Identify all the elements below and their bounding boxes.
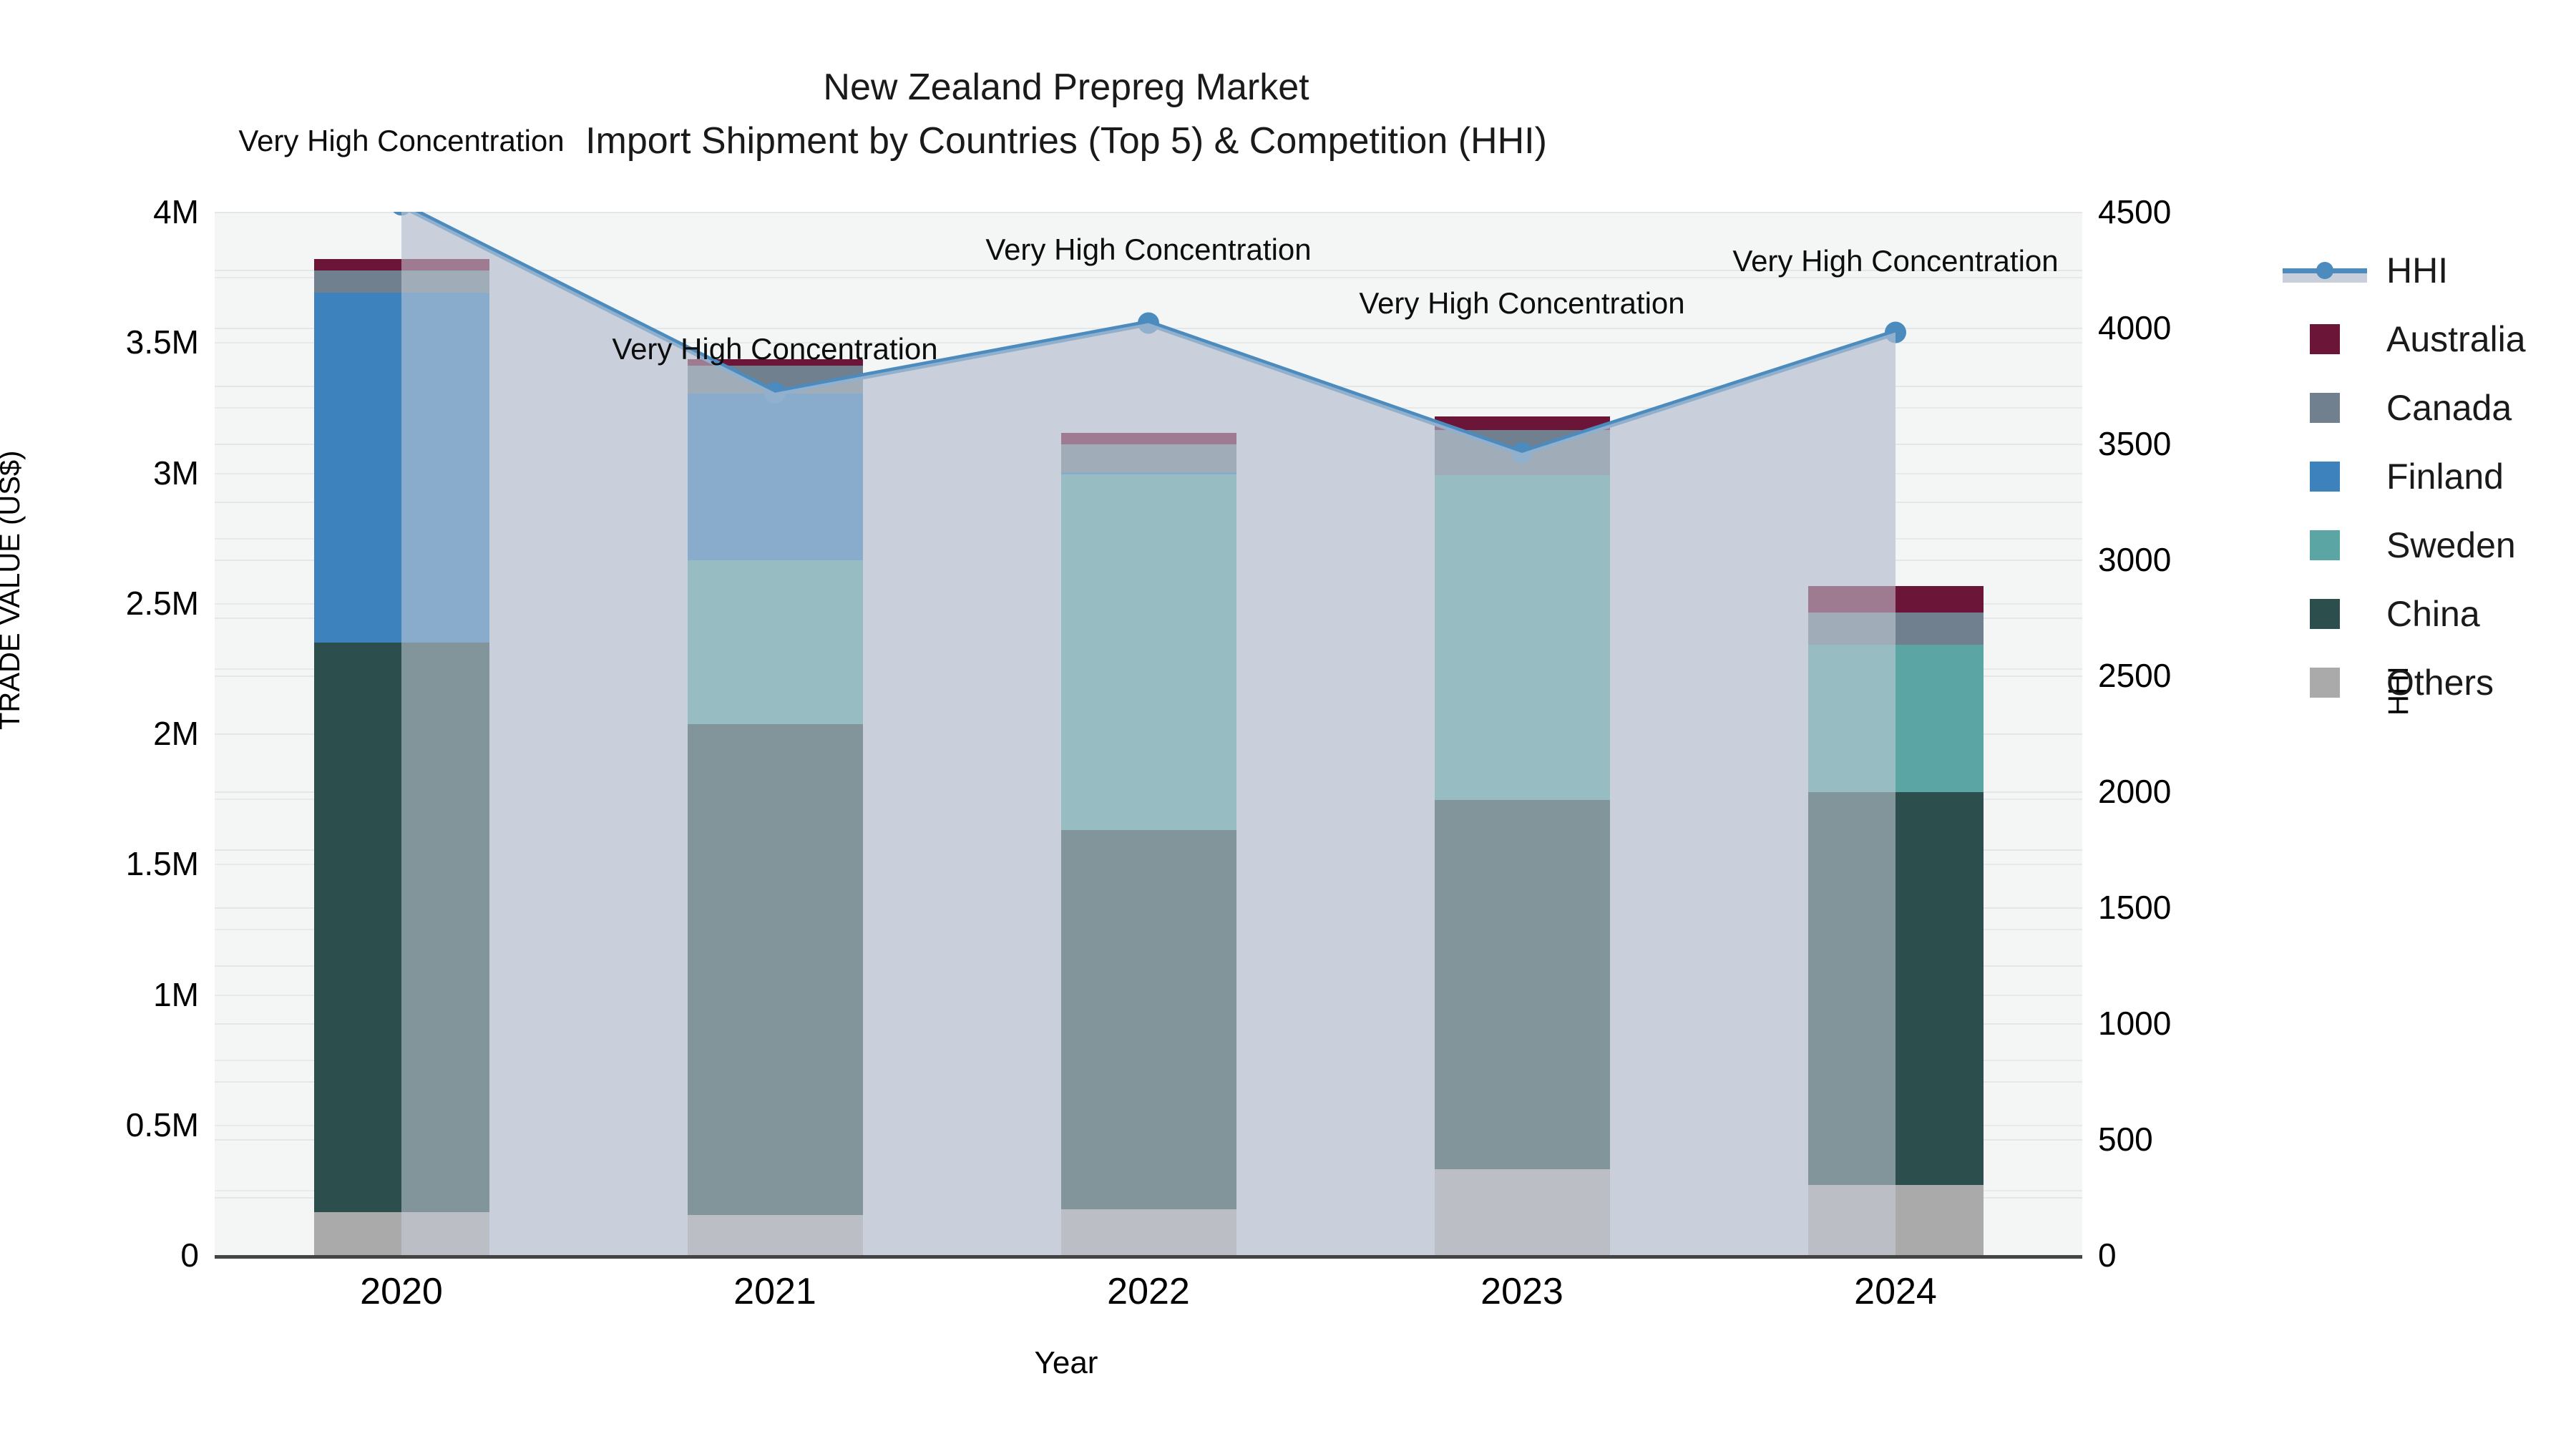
- legend-item-hhi[interactable]: HHI: [2279, 236, 2526, 305]
- legend-line-icon: [2283, 256, 2367, 285]
- legend-item-others[interactable]: Others: [2279, 648, 2526, 717]
- legend-item-sweden[interactable]: Sweden: [2279, 511, 2526, 580]
- x-axis-tick-2024: 2024: [1854, 1271, 1937, 1312]
- y-axis-left-tick: 1.5M: [125, 845, 199, 883]
- y-axis-right-tick: 1500: [2098, 889, 2172, 926]
- annotation-very-high-concentration: Very High Concentration: [985, 233, 1312, 267]
- y-axis-left-tick: 2.5M: [125, 584, 199, 622]
- legend-swatch-icon: [2310, 599, 2340, 629]
- legend-key: [2279, 393, 2371, 423]
- chart-title: New Zealand Prepreg Market Import Shipme…: [0, 61, 2132, 169]
- legend-label: HHI: [2386, 250, 2449, 291]
- legend-swatch-icon: [2310, 393, 2340, 423]
- legend-label: China: [2386, 594, 2480, 634]
- chart-title-line-2: Import Shipment by Countries (Top 5) & C…: [585, 120, 1547, 162]
- y-axis-left-tick: 2M: [153, 715, 199, 752]
- legend-label: Sweden: [2386, 525, 2516, 565]
- legend-label: Australia: [2386, 319, 2526, 359]
- legend-item-australia[interactable]: Australia: [2279, 305, 2526, 374]
- legend-swatch-icon: [2310, 462, 2340, 492]
- legend-swatch-icon: [2310, 324, 2340, 354]
- legend-item-finland[interactable]: Finland: [2279, 442, 2526, 511]
- y-axis-right-tick: 3500: [2098, 425, 2172, 462]
- legend-swatch-icon: [2310, 530, 2340, 560]
- y-axis-right-tick: 500: [2098, 1121, 2153, 1158]
- legend-key: [2279, 462, 2371, 492]
- hhi-marker[interactable]: [391, 212, 412, 216]
- annotation-very-high-concentration: Very High Concentration: [1359, 286, 1685, 320]
- y-axis-left-tick: 3M: [153, 454, 199, 492]
- legend-key: [2279, 256, 2371, 285]
- hhi-marker[interactable]: [764, 381, 786, 404]
- legend-key: [2279, 530, 2371, 560]
- hhi-marker[interactable]: [1138, 312, 1159, 334]
- y-axis-left-tick: 1M: [153, 975, 199, 1013]
- chart-legend: HHI Australia Canada Finland Sweden China Othe…: [2279, 236, 2526, 717]
- y-axis-right-tick: 2000: [2098, 773, 2172, 810]
- legend-label: Others: [2386, 663, 2494, 703]
- x-axis-tick-2022: 2022: [1107, 1271, 1190, 1312]
- plot-area: [215, 212, 2082, 1257]
- legend-label: Canada: [2386, 388, 2512, 428]
- legend-key: [2279, 668, 2371, 698]
- annotation-very-high-concentration: Very High Concentration: [1732, 244, 2059, 278]
- legend-label: Finland: [2386, 457, 2504, 497]
- x-axis-tick-2023: 2023: [1480, 1271, 1563, 1312]
- y-axis-left-label: TRADE VALUE (US$): [0, 450, 26, 730]
- chart-title-line-1: New Zealand Prepreg Market: [823, 67, 1309, 108]
- legend-item-canada[interactable]: Canada: [2279, 374, 2526, 442]
- y-axis-left-tick: 3.5M: [125, 323, 199, 361]
- y-axis-left-tick: 0: [180, 1236, 199, 1274]
- annotation-very-high-concentration: Very High Concentration: [612, 332, 938, 366]
- annotation-very-high-concentration: Very High Concentration: [238, 123, 565, 157]
- hhi-marker[interactable]: [1885, 321, 1906, 343]
- y-axis-left-tick: 0.5M: [125, 1106, 199, 1143]
- legend-key: [2279, 324, 2371, 354]
- x-axis-line: [215, 1255, 2082, 1259]
- x-axis-label: Year: [1034, 1345, 1098, 1380]
- y-axis-right-tick: 1000: [2098, 1005, 2172, 1042]
- legend-swatch-icon: [2310, 668, 2340, 698]
- y-axis-right-tick: 2500: [2098, 657, 2172, 694]
- y-axis-right-tick: 3000: [2098, 541, 2172, 578]
- y-axis-right-tick: 4000: [2098, 309, 2172, 346]
- legend-key: [2279, 599, 2371, 629]
- y-axis-right-tick: 4500: [2098, 193, 2172, 230]
- hhi-marker[interactable]: [1511, 441, 1533, 464]
- y-axis-left-tick: 4M: [153, 193, 199, 230]
- x-axis-tick-2020: 2020: [360, 1271, 443, 1312]
- legend-item-china[interactable]: China: [2279, 580, 2526, 648]
- x-axis-tick-2021: 2021: [733, 1271, 816, 1312]
- y-axis-right-tick: 0: [2098, 1236, 2117, 1274]
